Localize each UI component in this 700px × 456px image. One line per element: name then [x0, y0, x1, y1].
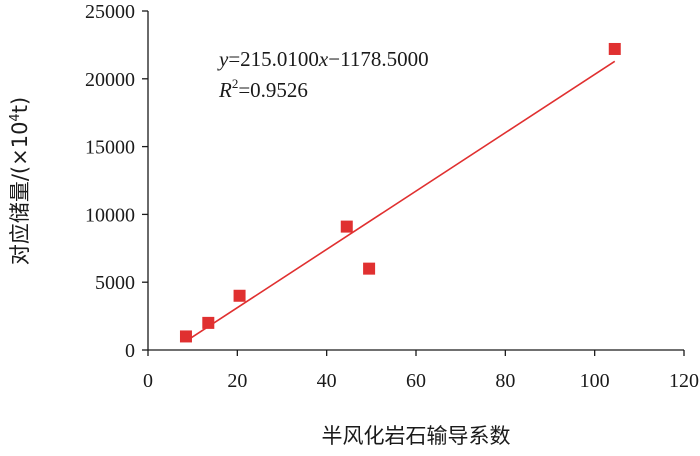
data-point — [608, 42, 621, 55]
data-point — [233, 289, 246, 302]
y-tick-label: 15000 — [85, 137, 135, 159]
r-squared-value: =0.9526 — [238, 78, 308, 102]
y-tick-label: 0 — [125, 340, 135, 362]
y-axis-title-unit-close: t) — [8, 97, 32, 113]
x-tick-label: 20 — [227, 370, 247, 392]
x-tick-label: 60 — [406, 370, 426, 392]
r-squared-symbol: R — [218, 78, 232, 102]
data-point — [340, 220, 353, 233]
data-points — [179, 42, 621, 343]
x-tick-label: 80 — [495, 370, 515, 392]
data-point — [179, 330, 192, 343]
y-axis-title: 对应储量/(×104t) — [8, 97, 32, 265]
axes — [142, 10, 685, 356]
r-squared-label: R2=0.9526 — [218, 76, 308, 102]
tick-labels: 0 5000 10000 15000 20000 25000 0 20 40 60 80 100 120 — [85, 1, 699, 392]
trendline — [185, 60, 616, 342]
x-tick-label: 0 — [143, 370, 153, 392]
x-tick-label: 100 — [580, 370, 610, 392]
y-tick-label: 5000 — [95, 272, 135, 294]
x-axis-title: 半风化岩石输导系数 — [322, 424, 511, 448]
equation-y-var: y — [217, 47, 229, 71]
x-tick-label: 40 — [317, 370, 337, 392]
y-axis-title-unit-open: (×10 — [8, 122, 32, 175]
trendline-layer — [185, 60, 616, 342]
x-tick-label: 120 — [669, 370, 699, 392]
equation-intercept: −1178.5000 — [328, 47, 428, 71]
regression-equation: y=215.0100x−1178.5000 — [217, 47, 429, 71]
r-squared-exponent: 2 — [232, 76, 239, 91]
y-tick-label: 10000 — [85, 204, 135, 226]
y-axis-title-unit-exponent: 4 — [8, 113, 23, 121]
y-tick-label: 25000 — [85, 1, 135, 23]
equation-x-var: x — [318, 47, 329, 71]
y-tick-label: 20000 — [85, 69, 135, 91]
data-point — [363, 262, 376, 275]
equation-slope: =215.0100 — [228, 47, 319, 71]
y-axis-title-main: 对应储量/ — [8, 173, 32, 265]
data-point — [202, 316, 215, 329]
